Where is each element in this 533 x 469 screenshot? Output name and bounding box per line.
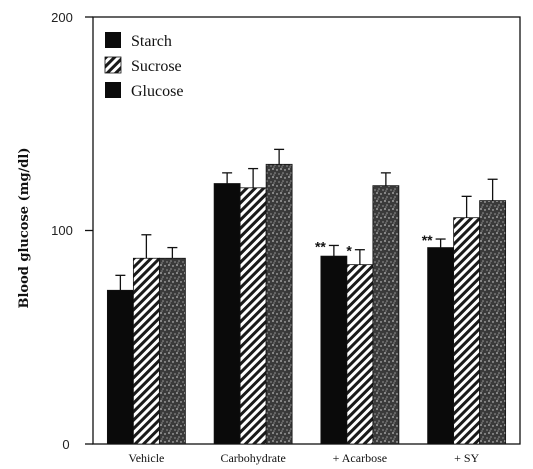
bar-sy-glucose (479, 200, 507, 445)
legend-swatch-glucose (105, 82, 121, 98)
legend-label-sucrose: Sucrose (131, 58, 182, 75)
category-label-sy: + SY (454, 451, 479, 465)
legend-label-starch: Starch (131, 33, 172, 50)
bar-vehicle-glucose (158, 257, 186, 445)
bar-sy-sucrose (453, 217, 481, 445)
bar-carbohydrate-sucrose (239, 187, 267, 445)
bar-carbohydrate-starch (213, 183, 241, 445)
significance-mark-acarbose-sucrose: * (346, 243, 352, 259)
bar-acarbose-sucrose (346, 264, 374, 445)
bar-acarbose-glucose (372, 185, 400, 445)
category-labels: Vehicle Carbohydrate + Acarbose + SY (128, 451, 479, 465)
category-label-carbohydrate: Carbohydrate (220, 451, 285, 465)
bar-sy-starch (427, 247, 455, 445)
bar-vehicle-sucrose (132, 257, 160, 445)
legend-swatch-sucrose (104, 56, 122, 74)
category-label-vehicle: Vehicle (128, 451, 164, 465)
y-tick-label-200: 200 (51, 10, 73, 25)
legend-swatch-starch (105, 32, 121, 48)
bar-acarbose-starch (320, 255, 348, 445)
y-tick-label-0: 0 (62, 437, 69, 452)
bars: ** *** (106, 148, 507, 445)
significance-mark-acarbose-starch: ** (315, 238, 326, 254)
y-tick-label-100: 100 (51, 223, 73, 238)
legend: Starch Sucrose Glucose (104, 32, 183, 100)
y-axis: 0 100 200 (51, 10, 93, 452)
significance-mark-sy-starch: ** (422, 232, 433, 248)
bar-vehicle-starch (106, 289, 134, 445)
bar-carbohydrate-glucose (265, 163, 293, 445)
category-label-acarbose: + Acarbose (333, 451, 387, 465)
legend-label-glucose: Glucose (131, 83, 183, 100)
y-axis-label: Blood glucose (mg/dl) (17, 148, 32, 309)
